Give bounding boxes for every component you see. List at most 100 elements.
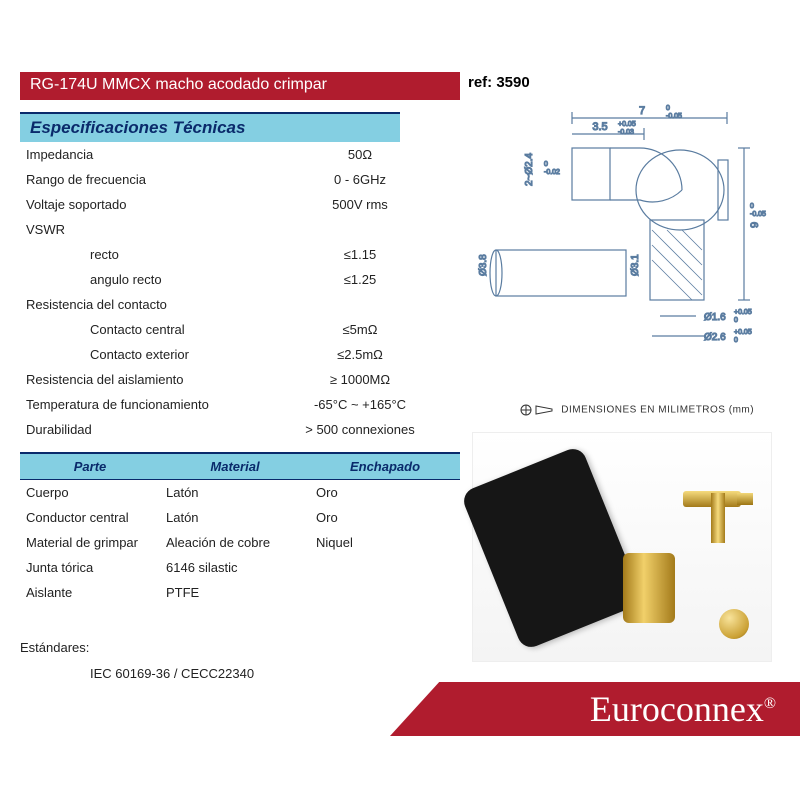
- materials-col-part: Parte: [20, 453, 160, 480]
- materials-col-material: Material: [160, 453, 310, 480]
- svg-text:0: 0: [544, 161, 548, 168]
- spec-heading: Especificaciones Técnicas: [20, 112, 400, 142]
- spec-value: [260, 292, 460, 317]
- spec-label: VSWR: [20, 217, 260, 242]
- materials-material: Aleación de cobre: [160, 530, 310, 555]
- spec-row: Contacto exterior≤2.5mΩ: [20, 342, 460, 367]
- spec-value: ≤5mΩ: [260, 317, 460, 342]
- spec-row: Voltaje soportado500V rms: [20, 192, 460, 217]
- svg-text:-0.05: -0.05: [666, 113, 682, 120]
- materials-table: Parte Material Enchapado CuerpoLatónOroC…: [20, 452, 460, 605]
- materials-part: Junta tórica: [20, 555, 160, 580]
- spec-row: VSWR: [20, 217, 460, 242]
- materials-plating: Oro: [310, 480, 460, 506]
- gold-contact-disc: [719, 609, 749, 639]
- spec-value: 0 - 6GHz: [260, 167, 460, 192]
- svg-text:-0.03: -0.03: [618, 129, 634, 136]
- materials-plating: [310, 555, 460, 580]
- svg-text:9: 9: [749, 222, 761, 228]
- svg-text:0: 0: [734, 317, 738, 324]
- spec-row: Impedancia50Ω: [20, 142, 460, 167]
- svg-text:+0.05: +0.05: [734, 309, 752, 316]
- spec-row: Temperatura de funcionamiento-65°C ~ +16…: [20, 392, 460, 417]
- spec-label: Resistencia del aislamiento: [20, 367, 260, 392]
- materials-plating: Oro: [310, 505, 460, 530]
- svg-text:Ø3.8: Ø3.8: [478, 254, 489, 276]
- materials-part: Material de grimpar: [20, 530, 160, 555]
- spec-row: Rango de frecuencia0 - 6GHz: [20, 167, 460, 192]
- spec-label: Voltaje soportado: [20, 192, 260, 217]
- ref-prefix: ref:: [468, 74, 492, 91]
- spec-value: 500V rms: [260, 192, 460, 217]
- spec-label: Contacto exterior: [20, 342, 260, 367]
- materials-part: Conductor central: [20, 505, 160, 530]
- materials-material: Latón: [160, 505, 310, 530]
- svg-text:2~Ø2.4: 2~Ø2.4: [524, 152, 535, 186]
- materials-row: Conductor centralLatónOro: [20, 505, 460, 530]
- projection-icon: [520, 404, 554, 416]
- spec-label: Temperatura de funcionamiento: [20, 392, 260, 417]
- materials-row: Junta tórica6146 silastic: [20, 555, 460, 580]
- materials-plating: Niquel: [310, 530, 460, 555]
- spec-value: [260, 217, 460, 242]
- spec-value: -65°C ~ +165°C: [260, 392, 460, 417]
- brand-name: Euroconnex: [590, 689, 764, 729]
- spec-value: ≤2.5mΩ: [260, 342, 460, 367]
- heatshrink-sleeve: [460, 445, 644, 651]
- spec-row: recto≤1.15: [20, 242, 460, 267]
- materials-row: CuerpoLatónOro: [20, 480, 460, 506]
- product-title-bar: RG-174U MMCX macho acodado crimpar: [20, 72, 460, 100]
- spec-value: ≤1.25: [260, 267, 460, 292]
- spec-row: Resistencia del aislamiento≥ 1000MΩ: [20, 367, 460, 392]
- materials-row: Material de grimparAleación de cobreNiqu…: [20, 530, 460, 555]
- brand-logo: Euroconnex®: [590, 688, 776, 730]
- product-ref: ref: 3590: [468, 74, 530, 91]
- materials-header-row: Parte Material Enchapado: [20, 453, 460, 480]
- spec-label: recto: [20, 242, 260, 267]
- spec-value: ≥ 1000MΩ: [260, 367, 460, 392]
- spec-label: Rango de frecuencia: [20, 167, 260, 192]
- technical-drawing: 7 0 -0.05 3.5 +0.05 -0.03: [472, 100, 772, 400]
- crimp-ferrule: [623, 553, 675, 623]
- materials-col-plating: Enchapado: [310, 453, 460, 480]
- svg-text:+0.05: +0.05: [618, 121, 636, 128]
- dim-notch: 3.5: [592, 121, 607, 133]
- dimensions-label: DIMENSIONES EN MILIMETROS (mm): [561, 405, 754, 416]
- materials-row: AislantePTFE: [20, 580, 460, 605]
- brand-registered: ®: [764, 695, 776, 712]
- materials-material: 6146 silastic: [160, 555, 310, 580]
- standards-label: Estándares:: [20, 640, 89, 655]
- svg-text:Ø2.6: Ø2.6: [704, 332, 726, 343]
- svg-text:-0.05: -0.05: [750, 211, 766, 218]
- spec-table: Impedancia50ΩRango de frecuencia0 - 6GHz…: [20, 142, 460, 442]
- spec-label: Impedancia: [20, 142, 260, 167]
- spec-label: Contacto central: [20, 317, 260, 342]
- svg-text:Ø3.1: Ø3.1: [630, 254, 641, 276]
- svg-text:0: 0: [666, 105, 670, 112]
- spec-value: > 500 connexiones: [260, 417, 460, 442]
- spec-label: angulo recto: [20, 267, 260, 292]
- dim-width-top: 7: [639, 105, 645, 117]
- materials-part: Cuerpo: [20, 480, 160, 506]
- materials-part: Aislante: [20, 580, 160, 605]
- materials-material: Latón: [160, 480, 310, 506]
- spec-row: Contacto central≤5mΩ: [20, 317, 460, 342]
- spec-row: Resistencia del contacto: [20, 292, 460, 317]
- spec-row: angulo recto≤1.25: [20, 267, 460, 292]
- materials-plating: [310, 580, 460, 605]
- ref-value: 3590: [496, 74, 529, 91]
- svg-text:+0.05: +0.05: [734, 329, 752, 336]
- standards-value: IEC 60169-36 / CECC22340: [90, 666, 254, 681]
- spec-label: Durabilidad: [20, 417, 260, 442]
- materials-material: PTFE: [160, 580, 310, 605]
- svg-text:Ø1.6: Ø1.6: [704, 312, 726, 323]
- spec-value: 50Ω: [260, 142, 460, 167]
- spec-value: ≤1.15: [260, 242, 460, 267]
- spec-label: Resistencia del contacto: [20, 292, 260, 317]
- svg-text:0: 0: [734, 337, 738, 344]
- mmcx-connector: [683, 473, 753, 543]
- product-title: RG-174U MMCX macho acodado crimpar: [30, 76, 327, 93]
- dimensions-caption: DIMENSIONES EN MILIMETROS (mm): [520, 404, 754, 416]
- spec-row: Durabilidad> 500 connexiones: [20, 417, 460, 442]
- svg-text:-0.02: -0.02: [544, 169, 560, 176]
